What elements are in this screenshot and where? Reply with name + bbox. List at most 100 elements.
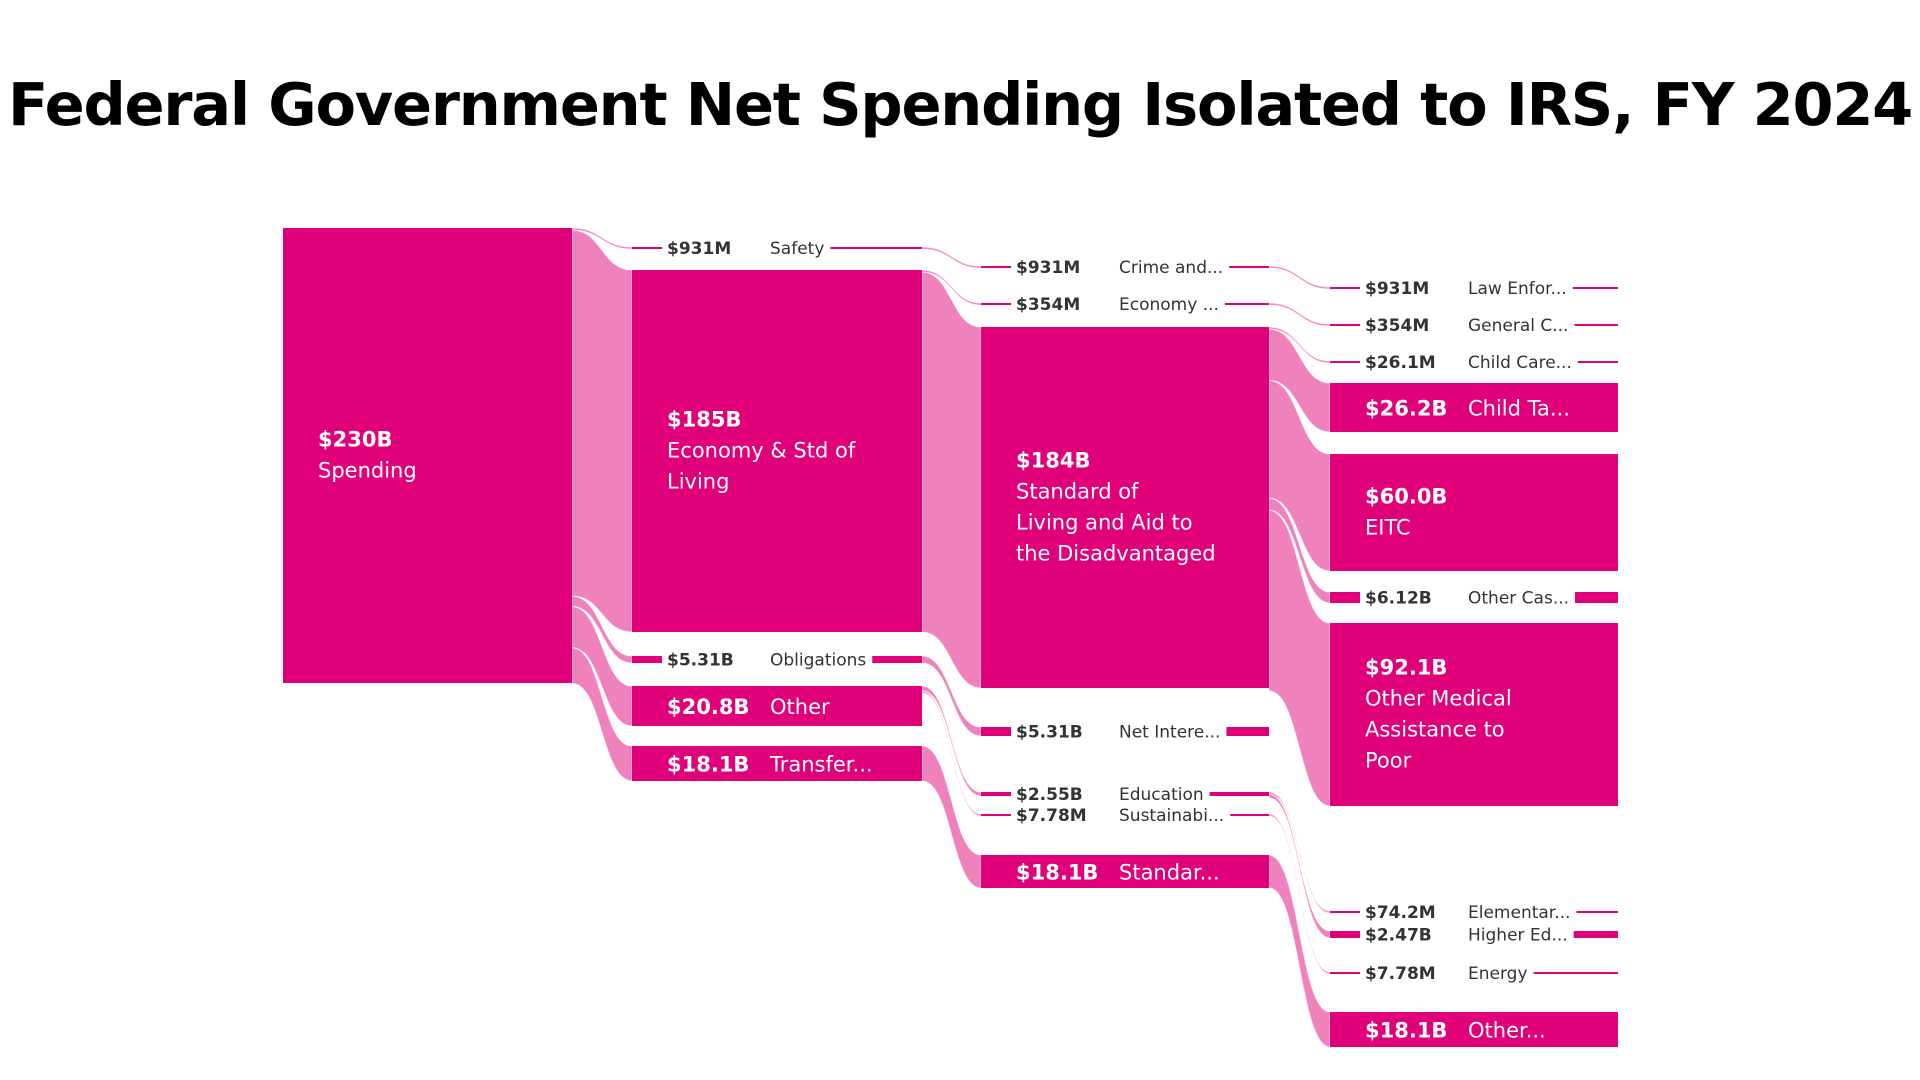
link-crime-law (1268, 265, 1331, 290)
node-label-highered: Higher Ed... (1468, 926, 1568, 946)
node-value-othermed: $92.1B (1365, 656, 1447, 680)
node-label-othercash: Other Cas... (1468, 589, 1569, 609)
labels-layer: $230B Spending $931M Safety $185B Economy & S… (318, 239, 1572, 1043)
node-label-econ_std: Living (667, 470, 729, 494)
node-value-standar: $18.1B (1016, 861, 1098, 885)
links-layer (571, 227, 1331, 1048)
link-econ_std-std_aid (921, 271, 982, 689)
node-general (1330, 324, 1360, 326)
node-othercash (1330, 592, 1360, 603)
node-highered (1330, 931, 1360, 938)
nodes-layer (283, 228, 1618, 1047)
node-value-sustain: $7.78M (1016, 806, 1087, 826)
node-label-economy: Economy ... (1119, 295, 1219, 315)
node-label-othermed: Other Medical (1365, 687, 1512, 711)
node-label-childtax: Child Ta... (1468, 397, 1570, 421)
node-othercash-tail (1575, 592, 1618, 603)
node-standar (981, 855, 1269, 888)
node-label-std_aid: Living and Aid to (1016, 511, 1193, 535)
link-econ_std-economy (921, 269, 982, 306)
link-other1-sustain (921, 690, 982, 817)
node-value-other4: $18.1B (1365, 1019, 1447, 1043)
node-label-crime: Crime and... (1119, 258, 1223, 278)
node-label-sustain: Sustainabi... (1119, 806, 1224, 826)
node-net_interest (981, 727, 1011, 736)
node-label-net_interest: Net Intere... (1119, 723, 1220, 743)
node-value-highered: $2.47B (1365, 926, 1432, 946)
node-label-other4: Other... (1468, 1019, 1546, 1043)
node-label-general: General C... (1468, 316, 1568, 336)
node-value-crime: $931M (1016, 258, 1080, 278)
node-value-transfer: $18.1B (667, 753, 749, 777)
node-value-energy: $7.78M (1365, 964, 1436, 984)
node-value-childcare: $26.1M (1365, 353, 1436, 373)
node-childcare-tail (1577, 361, 1618, 363)
node-obligations-tail (872, 656, 922, 663)
link-standar-other4 (1268, 854, 1331, 1048)
node-value-std_aid: $184B (1016, 449, 1090, 473)
node-economy (981, 303, 1011, 305)
node-value-obligations: $5.31B (667, 651, 734, 671)
node-law-tail (1572, 287, 1618, 289)
node-value-othercash: $6.12B (1365, 589, 1432, 609)
link-transfer-standar (921, 745, 982, 889)
node-education-tail (1209, 792, 1269, 796)
node-crime-tail (1229, 266, 1269, 268)
node-economy-tail (1224, 303, 1269, 305)
node-label-other1: Other (770, 695, 830, 719)
node-sustain-tail (1230, 814, 1269, 816)
node-value-childtax: $26.2B (1365, 397, 1447, 421)
link-sustain-energy (1268, 813, 1331, 975)
node-other4 (1330, 1012, 1618, 1047)
node-label-econ_std: Economy & Std of (667, 439, 856, 463)
node-value-spending: $230B (318, 428, 392, 452)
node-transfer (632, 746, 922, 781)
node-value-elementary: $74.2M (1365, 903, 1436, 923)
node-value-education: $2.55B (1016, 785, 1083, 805)
node-net_interest-tail (1226, 727, 1269, 736)
node-safety-tail (830, 247, 922, 249)
node-energy (1330, 972, 1360, 974)
node-label-education: Education (1119, 785, 1204, 805)
node-highered-tail (1573, 931, 1618, 938)
node-value-general: $354M (1365, 316, 1429, 336)
node-general-tail (1574, 324, 1618, 326)
link-economy-general (1268, 302, 1331, 327)
node-value-safety: $931M (667, 239, 731, 259)
node-crime (981, 266, 1011, 268)
node-other1 (632, 686, 922, 726)
node-value-econ_std: $185B (667, 408, 741, 432)
node-label-eitc: EITC (1365, 516, 1411, 540)
node-label-childcare: Child Care... (1468, 353, 1572, 373)
chart-title: Federal Government Net Spending Isolated… (7, 70, 1913, 139)
node-eitc (1330, 454, 1618, 571)
node-elementary-tail (1576, 911, 1618, 913)
node-value-net_interest: $5.31B (1016, 723, 1083, 743)
node-law (1330, 287, 1360, 289)
node-energy-tail (1533, 972, 1618, 974)
node-label-law: Law Enfor... (1468, 279, 1567, 299)
link-spending-safety (571, 227, 633, 250)
node-safety (632, 247, 662, 249)
node-spending (283, 228, 572, 683)
node-label-transfer: Transfer... (769, 753, 873, 777)
node-econ_std (632, 270, 922, 632)
node-childcare (1330, 361, 1360, 363)
node-std_aid (981, 327, 1269, 688)
node-value-economy: $354M (1016, 295, 1080, 315)
link-safety-crime (921, 246, 982, 269)
node-label-obligations: Obligations (770, 651, 866, 671)
node-value-law: $931M (1365, 279, 1429, 299)
node-value-eitc: $60.0B (1365, 485, 1447, 509)
link-education-elementary (1268, 791, 1331, 914)
node-label-std_aid: the Disadvantaged (1016, 542, 1216, 566)
node-elementary (1330, 911, 1360, 913)
node-education (981, 792, 1011, 796)
node-othermed (1330, 623, 1618, 806)
node-label-std_aid: Standard of (1016, 480, 1139, 504)
link-std_aid-childcare (1268, 326, 1331, 364)
node-label-standar: Standar... (1119, 861, 1220, 885)
node-label-energy: Energy (1468, 964, 1528, 984)
node-sustain (981, 814, 1011, 816)
